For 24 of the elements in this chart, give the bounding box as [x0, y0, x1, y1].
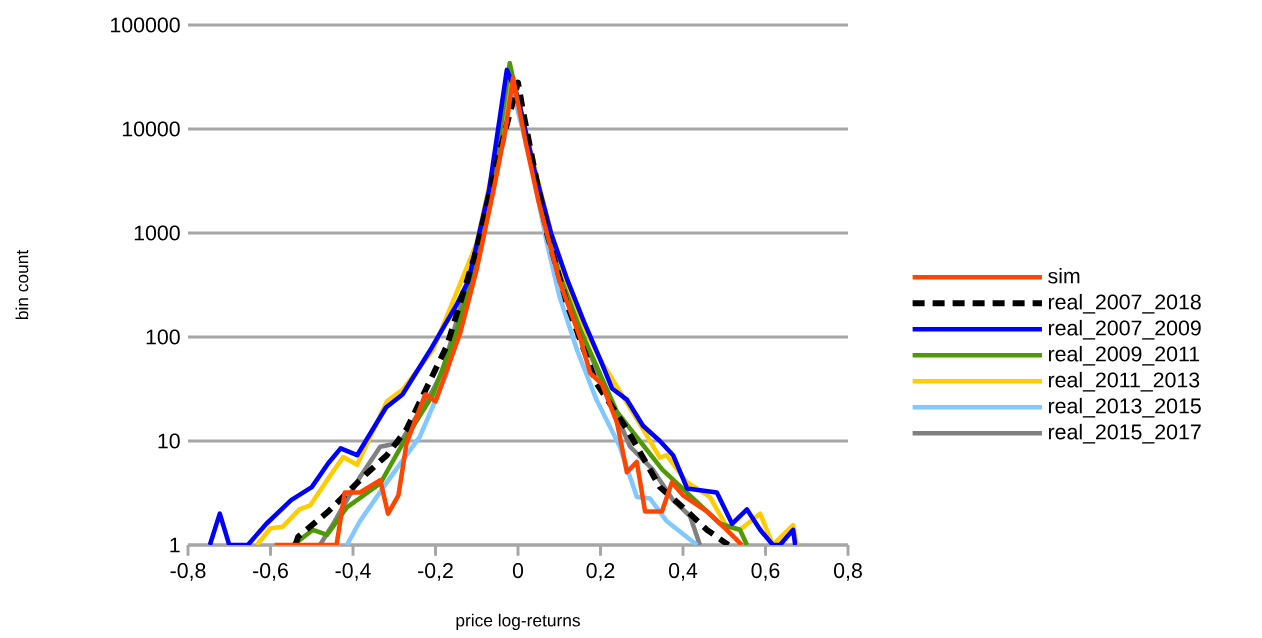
y-axis-title: bin count: [15, 249, 29, 320]
x-tick-label: 0,4: [669, 563, 698, 581]
text: real_2007_2009: [1048, 319, 1201, 340]
x-tick-label: -0,2: [418, 563, 453, 581]
text: real_2011_2013: [1048, 371, 1200, 392]
text: sim: [1048, 267, 1080, 284]
x-tick-label: -0,8: [170, 563, 206, 581]
text: real_2013_2015: [1048, 397, 1201, 418]
x-axis-title: price log-returns: [456, 613, 580, 630]
text: real_2007_2018: [1048, 293, 1201, 314]
y-tick-label: 1000: [134, 225, 180, 241]
text: real_2009_2011: [1048, 345, 1200, 366]
y-tick-label: 100: [146, 329, 180, 345]
x-tick-label: 0,6: [751, 563, 780, 581]
x-tick-label: -0,6: [253, 563, 288, 581]
y-tick-label: 10000: [122, 121, 180, 137]
x-tick-label: 0: [512, 563, 524, 579]
x-tick-label: 0,8: [834, 563, 862, 581]
x-tick-label: -0,4: [335, 563, 371, 581]
y-tick-label: 10: [158, 433, 180, 449]
text: real_2015_2017: [1048, 423, 1201, 444]
y-tick-label: 1: [170, 537, 180, 553]
y-tick-label: 100000: [111, 17, 180, 33]
x-tick-label: 0,2: [586, 563, 615, 581]
